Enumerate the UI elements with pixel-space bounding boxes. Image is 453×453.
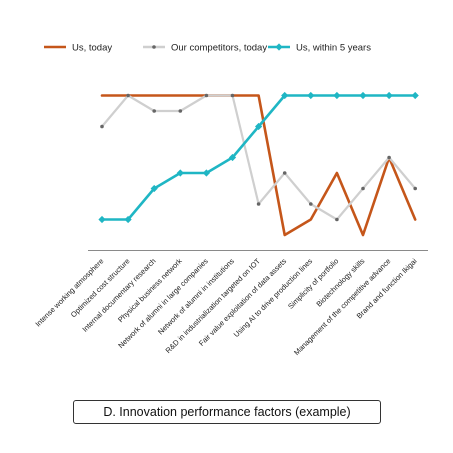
- series-2-point: [204, 93, 209, 98]
- plot-area: [88, 91, 428, 251]
- series-2-point: [230, 93, 235, 98]
- series-3-point: [98, 215, 106, 224]
- series-3-point: [411, 91, 419, 100]
- series-2-point: [309, 202, 313, 206]
- series-2-point: [282, 171, 287, 175]
- series-3-point: [333, 91, 341, 100]
- caption-text: D. Innovation performance factors (examp…: [103, 405, 351, 419]
- series-2-point: [256, 202, 261, 206]
- series-2-point: [335, 217, 339, 222]
- series-line-2: [100, 94, 417, 221]
- series-line-1: [100, 94, 417, 237]
- series-3-point: [176, 169, 184, 177]
- series-3-point: [255, 122, 263, 131]
- caption-box: D. Innovation performance factors (examp…: [73, 400, 381, 424]
- legend-label-2: Our competitors, today: [171, 43, 267, 54]
- legend-label-3: Us, within 5 years: [296, 43, 371, 54]
- series-3-point: [202, 169, 210, 177]
- legend: Us, today Our competitors, today Us, withi…: [44, 43, 371, 54]
- legend-label-1: Us, today: [72, 43, 112, 54]
- series-3-point: [150, 184, 158, 193]
- x-tick-label: Management of the competitive advance: [292, 257, 392, 357]
- series-2-point: [100, 124, 104, 129]
- series-3-point: [124, 215, 132, 224]
- legend-marker-3: [275, 43, 283, 51]
- series-3-point: [385, 91, 393, 100]
- series-3-point: [228, 153, 237, 162]
- series-3-point: [307, 91, 315, 100]
- x-tick-label: Biotechnology skills: [314, 256, 366, 308]
- x-tick-label: R&D in industrialization targeted on IOT: [164, 256, 263, 355]
- series-2-point: [178, 109, 183, 113]
- series-2-point: [413, 186, 418, 191]
- series-3-point: [359, 91, 367, 100]
- series-3-point: [281, 91, 289, 100]
- legend-marker-2: [152, 45, 156, 49]
- series-2-point: [152, 109, 156, 113]
- series-2-point: [387, 155, 391, 160]
- series-2-point: [126, 93, 130, 98]
- series-2-point: [361, 186, 365, 191]
